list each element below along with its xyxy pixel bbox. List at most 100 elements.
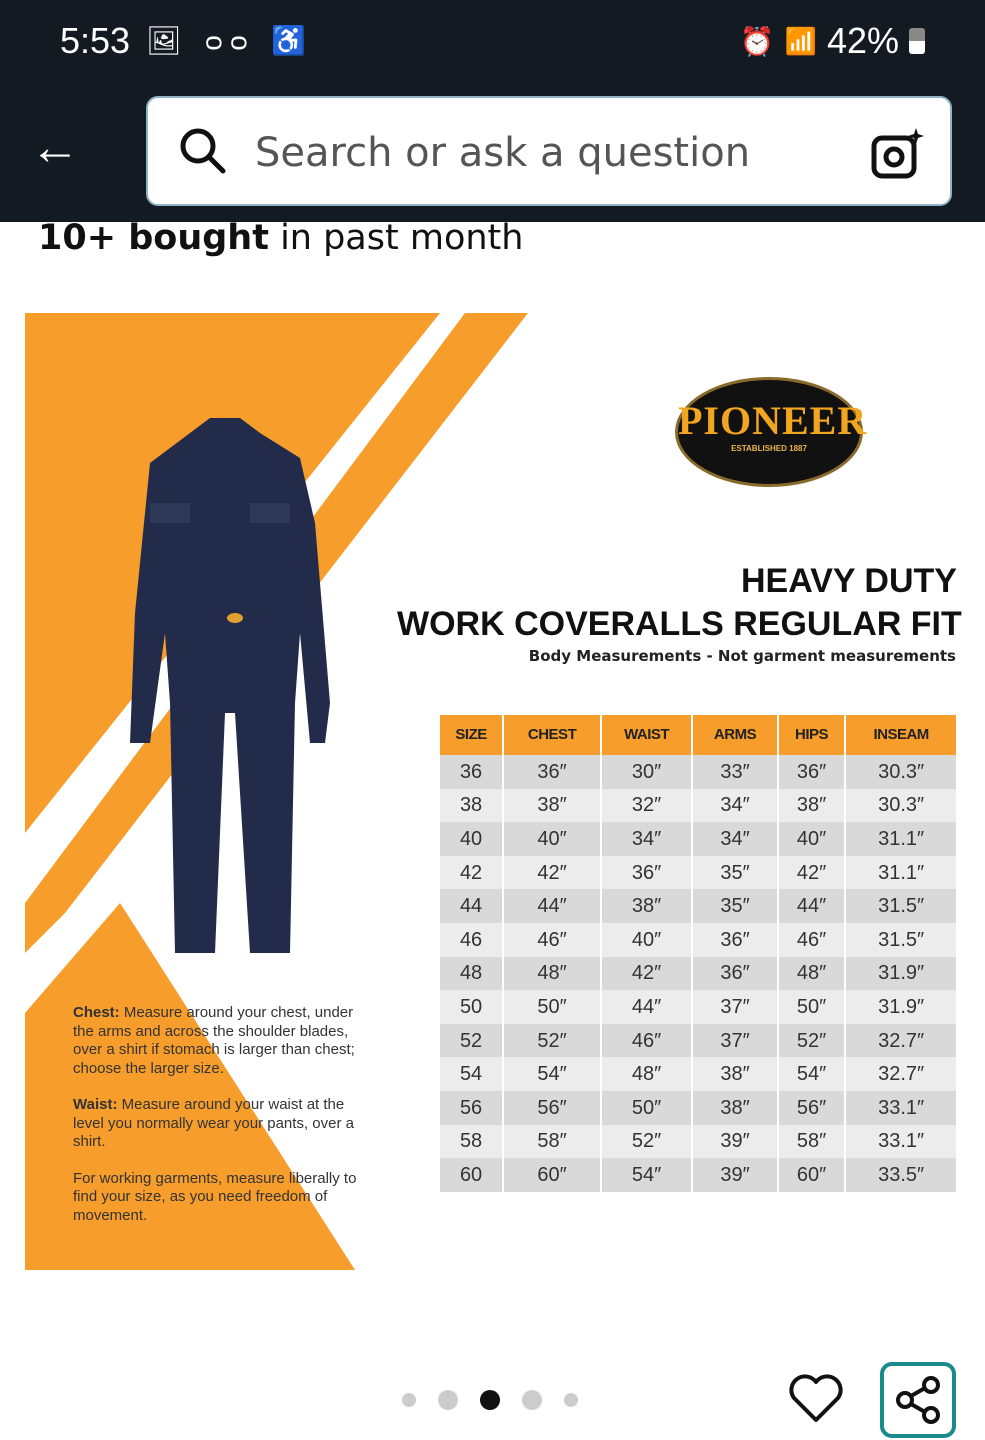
table-cell: 32.7″	[846, 1057, 956, 1091]
carousel-dot[interactable]	[522, 1390, 542, 1410]
search-input[interactable]: Search or ask a question	[255, 130, 751, 176]
share-button[interactable]	[880, 1362, 956, 1438]
product-image[interactable]: PIONEER ESTABLISHED 1887	[25, 313, 958, 1270]
table-cell: 50	[440, 990, 503, 1024]
column-header: CHEST	[504, 715, 600, 755]
chart-title: HEAVY DUTY WORK COVERALLS REGULAR FIT	[397, 562, 962, 643]
table-cell: 33.1″	[846, 1124, 956, 1159]
table-cell: 31.9″	[846, 956, 956, 991]
table-cell: 38″	[693, 1090, 777, 1125]
clock: 5:53	[60, 20, 131, 61]
table-cell: 50″	[504, 990, 600, 1024]
heart-icon[interactable]	[788, 1372, 844, 1424]
table-row: 50 50″ 44″ 37″ 50″ 31.9″	[440, 990, 956, 1024]
table-cell: 48″	[778, 956, 845, 991]
table-cell: 44″	[778, 889, 845, 923]
table-cell: 30.3″	[846, 788, 956, 823]
measurement-notes: Chest: Measure around your chest, under …	[73, 1004, 373, 1243]
table-row: 44 44″ 38″ 35″ 44″ 31.5″	[440, 889, 956, 923]
carousel-dots[interactable]	[402, 1390, 578, 1410]
table-cell: 38″	[601, 889, 692, 923]
table-cell: 34″	[693, 822, 777, 856]
column-header: ARMS	[693, 715, 777, 755]
table-cell: 48″	[601, 1057, 692, 1091]
carousel-dot[interactable]	[564, 1393, 578, 1407]
table-cell: 39″	[693, 1158, 777, 1192]
table-row: 58 58″ 52″ 39″ 58″ 33.1″	[440, 1124, 956, 1159]
column-header: INSEAM	[846, 715, 956, 755]
table-cell: 46	[440, 922, 503, 957]
table-cell: 34″	[693, 788, 777, 823]
search-bar[interactable]: Search or ask a question	[146, 96, 952, 206]
table-row: 54 54″ 48″ 38″ 54″ 32.7″	[440, 1057, 956, 1091]
search-icon	[180, 128, 226, 174]
wifi-icon: 📶	[784, 25, 817, 56]
table-cell: 35″	[693, 855, 777, 890]
table-cell: 35″	[693, 889, 777, 923]
table-cell: 54″	[504, 1057, 600, 1091]
table-cell: 34″	[601, 822, 692, 856]
table-cell: 31.1″	[846, 855, 956, 890]
table-cell: 33″	[693, 755, 777, 789]
system-icons: ⏰ 📶 42%	[740, 20, 925, 62]
table-cell: 54	[440, 1057, 503, 1091]
table-cell: 32.7″	[846, 1023, 956, 1058]
table-cell: 36″	[693, 956, 777, 991]
table-cell: 44	[440, 889, 503, 923]
table-cell: 42″	[504, 855, 600, 890]
table-cell: 30″	[601, 755, 692, 789]
alarm-icon: ⏰	[739, 25, 775, 57]
battery-icon	[909, 28, 925, 54]
table-cell: 56	[440, 1090, 503, 1125]
table-row: 48 48″ 42″ 36″ 48″ 31.9″	[440, 956, 956, 991]
table-cell: 42″	[778, 855, 845, 890]
table-cell: 50″	[778, 990, 845, 1024]
battery-percent: 42%	[826, 20, 899, 61]
table-cell: 31.1″	[846, 822, 956, 856]
table-cell: 40″	[504, 822, 600, 856]
table-cell: 58″	[504, 1124, 600, 1159]
column-header: HIPS	[778, 715, 845, 755]
table-cell: 52″	[601, 1124, 692, 1159]
table-cell: 40″	[601, 922, 692, 957]
table-cell: 52″	[778, 1023, 845, 1058]
table-cell: 33.1″	[846, 1090, 956, 1125]
table-cell: 36	[440, 755, 503, 789]
table-cell: 44″	[504, 889, 600, 923]
table-cell: 52″	[504, 1023, 600, 1058]
table-cell: 38″	[778, 788, 845, 823]
carousel-dot[interactable]	[402, 1393, 416, 1407]
top-bar: 5:53 🖼 ᴑᴑ ♿ ⏰ 📶 42% ← Search or ask a qu…	[0, 0, 985, 222]
table-cell: 54″	[778, 1057, 845, 1091]
table-cell: 40	[440, 822, 503, 856]
table-cell: 46″	[778, 922, 845, 957]
table-cell: 38″	[693, 1057, 777, 1091]
carousel-dot[interactable]	[438, 1390, 458, 1410]
table-cell: 36″	[601, 855, 692, 890]
table-cell: 60″	[504, 1158, 600, 1192]
orange-triangle	[25, 903, 355, 1270]
chart-subtitle: Body Measurements - Not garment measurem…	[528, 647, 956, 665]
pioneer-logo: PIONEER ESTABLISHED 1887	[675, 377, 866, 487]
table-cell: 56″	[778, 1090, 845, 1125]
back-arrow-icon[interactable]: ←	[30, 119, 80, 175]
background-shapes	[25, 313, 528, 1270]
table-cell: 38″	[504, 788, 600, 823]
table-cell: 54″	[601, 1158, 692, 1192]
carousel-dot[interactable]	[480, 1390, 500, 1410]
camera-search-icon[interactable]	[870, 126, 926, 182]
share-icon	[896, 1376, 940, 1424]
table-row: 52 52″ 46″ 37″ 52″ 32.7″	[440, 1023, 956, 1058]
table-cell: 60	[440, 1158, 503, 1192]
bought-count: 10+ bought in past month	[38, 218, 524, 258]
column-header: WAIST	[601, 715, 692, 755]
column-header: SIZE	[440, 715, 503, 755]
table-cell: 36″	[778, 755, 845, 789]
table-cell: 37″	[693, 1023, 777, 1058]
table-cell: 33.5″	[846, 1158, 956, 1192]
table-cell: 31.5″	[846, 889, 956, 923]
table-row: 46 46″ 40″ 36″ 46″ 31.5″	[440, 922, 956, 957]
notification-icons: 🖼 ᴑᴑ ♿	[146, 25, 315, 56]
table-cell: 31.5″	[846, 922, 956, 957]
note-chest: Chest: Measure around your chest, under …	[73, 1004, 355, 1077]
